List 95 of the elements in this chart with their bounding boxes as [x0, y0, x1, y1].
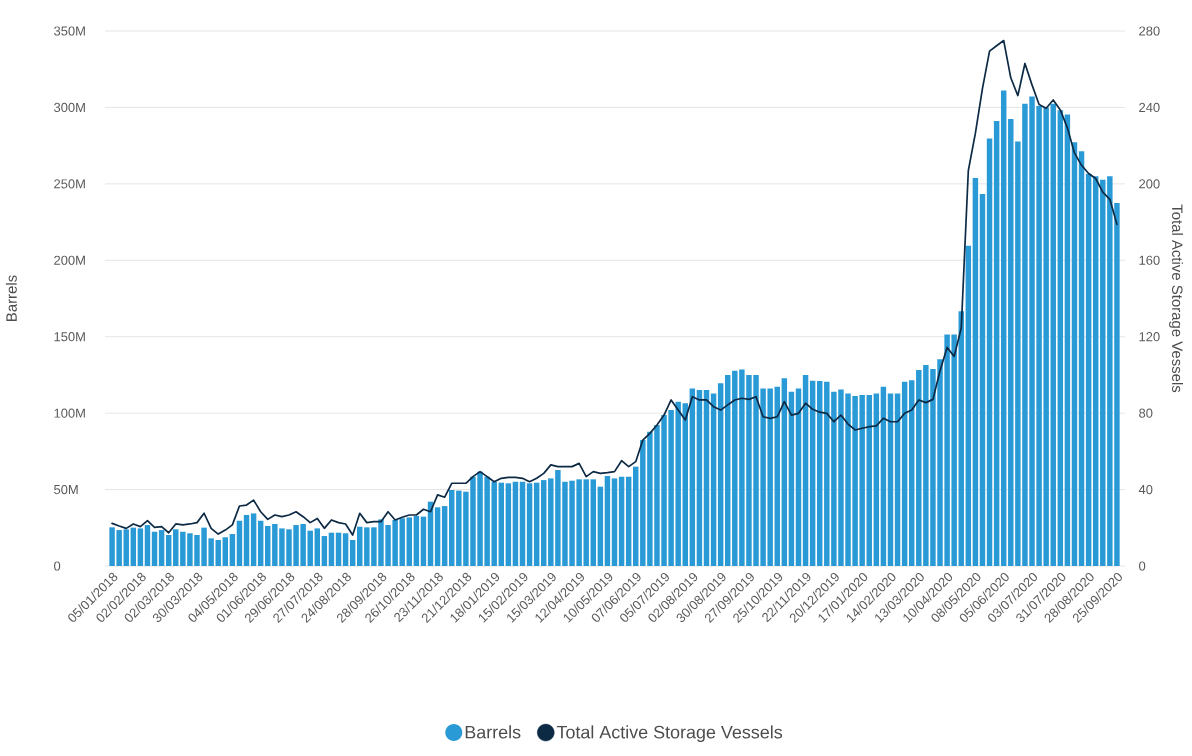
bar	[505, 483, 512, 566]
bar	[1078, 151, 1085, 566]
bar	[420, 516, 427, 566]
y2-tick-label: 240	[1139, 102, 1160, 112]
bar	[158, 530, 165, 566]
bar	[342, 533, 349, 566]
y-tick-label: 0	[54, 561, 61, 571]
bar	[625, 476, 632, 566]
bar	[173, 529, 179, 566]
bar	[512, 481, 519, 566]
bar	[781, 378, 788, 566]
bar	[1000, 90, 1007, 566]
bar	[441, 506, 448, 566]
bar	[314, 528, 321, 566]
bar	[703, 390, 710, 566]
bar	[357, 526, 363, 566]
bar	[717, 383, 724, 566]
y2-tick-label: 40	[1138, 484, 1153, 495]
bar	[901, 381, 908, 566]
bar	[498, 482, 505, 566]
y2-tick-label: 160	[1139, 255, 1160, 265]
y2-tick-label: 200	[1139, 179, 1160, 189]
bar	[1064, 114, 1071, 566]
bar	[809, 380, 816, 566]
bar	[265, 525, 271, 566]
y-tick-label: 250M	[54, 179, 85, 189]
bar	[130, 527, 137, 566]
bar	[1057, 110, 1064, 566]
bar	[519, 481, 526, 566]
bar	[604, 475, 611, 566]
bar	[986, 138, 993, 566]
bar	[972, 178, 979, 566]
bar	[696, 390, 703, 566]
bar	[590, 479, 596, 566]
bar	[611, 478, 618, 566]
bar	[689, 388, 696, 566]
bar	[1071, 142, 1078, 566]
bar	[250, 513, 257, 566]
bar	[151, 531, 158, 566]
bar	[1085, 173, 1092, 566]
y-tick-label: 350M	[54, 26, 85, 36]
bar	[710, 393, 717, 566]
y2-tick-label: 0	[1139, 561, 1146, 571]
bar	[880, 386, 887, 566]
y-tick-label: 50M	[54, 484, 78, 495]
legend-label: Barrels	[465, 725, 521, 739]
bar	[123, 529, 129, 566]
bar	[788, 391, 795, 566]
bar	[894, 393, 901, 566]
bar	[137, 528, 144, 566]
y2-tick-label: 80	[1139, 408, 1153, 418]
bar	[144, 525, 151, 566]
bar	[816, 381, 823, 566]
y-tick-label: 100M	[54, 408, 85, 418]
bar	[993, 120, 1000, 566]
bar	[1050, 103, 1056, 566]
y2-tick-label: 120	[1139, 332, 1160, 342]
bar	[526, 483, 533, 566]
bar	[887, 393, 894, 566]
bar	[541, 480, 547, 566]
bar	[873, 393, 880, 566]
bar	[618, 476, 625, 566]
bar	[795, 388, 802, 566]
y-tick-label: 300M	[54, 102, 85, 113]
bar	[725, 375, 731, 566]
legend-label: Total Active Storage Vessels	[556, 725, 783, 743]
bar	[434, 507, 441, 566]
y-tick-label: 150M	[54, 332, 85, 342]
y2-tick-label: 280	[1139, 26, 1160, 36]
bar	[243, 514, 250, 566]
bar	[165, 534, 172, 566]
bar	[413, 516, 420, 566]
bar	[774, 386, 780, 566]
y-axis-title: Barrels	[5, 275, 17, 321]
bar	[979, 193, 986, 566]
y-tick-label: 200M	[54, 255, 85, 265]
bar	[321, 536, 328, 566]
bar	[533, 482, 540, 566]
bar	[908, 380, 915, 566]
bar	[597, 486, 604, 566]
bar	[349, 540, 356, 566]
bar	[406, 517, 413, 566]
bar	[229, 534, 236, 566]
bar	[222, 537, 229, 566]
bar	[257, 520, 264, 566]
bar	[449, 490, 455, 566]
bar	[633, 466, 639, 566]
bar	[965, 245, 972, 566]
bar	[1092, 176, 1099, 566]
bar	[866, 395, 872, 566]
bar	[802, 375, 809, 566]
bar	[328, 532, 335, 566]
bar	[236, 520, 243, 566]
y2-axis-title: Total Active Storage Vessels	[1169, 204, 1183, 393]
bar	[335, 532, 342, 566]
